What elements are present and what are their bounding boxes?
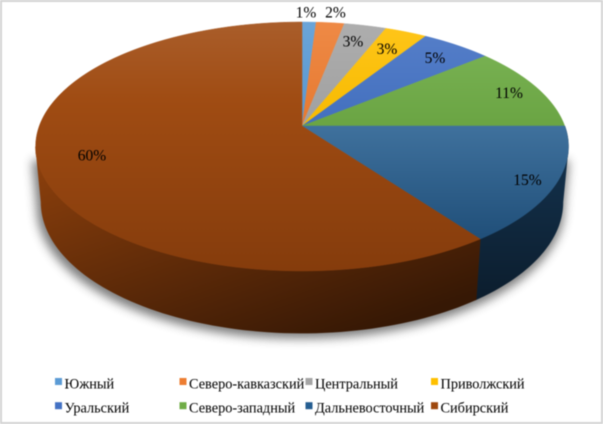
svg-text:Южный: Южный — [65, 377, 115, 393]
svg-text:3%: 3% — [377, 41, 398, 58]
svg-text:5%: 5% — [425, 50, 446, 67]
svg-text:Центральный: Центральный — [315, 377, 398, 393]
svg-text:1%: 1% — [296, 4, 317, 21]
svg-text:Северо-западный: Северо-западный — [189, 400, 295, 416]
svg-text:15%: 15% — [513, 172, 542, 189]
svg-text:Дальневосточный: Дальневосточный — [315, 400, 425, 416]
svg-text:Северо-кавказский: Северо-кавказский — [189, 377, 305, 393]
svg-text:60%: 60% — [78, 148, 107, 165]
svg-text:11%: 11% — [495, 85, 523, 102]
svg-text:3%: 3% — [343, 33, 364, 50]
svg-text:2%: 2% — [325, 4, 346, 21]
svg-text:Сибирский: Сибирский — [441, 400, 509, 416]
svg-text:Приволжский: Приволжский — [441, 377, 525, 393]
svg-text:Уральский: Уральский — [65, 400, 130, 416]
